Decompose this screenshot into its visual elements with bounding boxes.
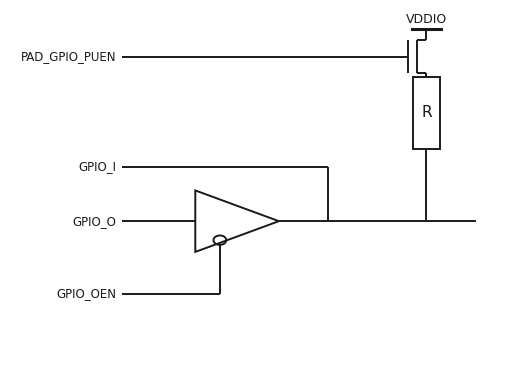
Text: PAD_GPIO_PUEN: PAD_GPIO_PUEN bbox=[21, 50, 117, 63]
Bar bbox=[413, 77, 440, 149]
Text: R: R bbox=[421, 105, 432, 120]
Text: GPIO_OEN: GPIO_OEN bbox=[57, 287, 117, 300]
Text: GPIO_I: GPIO_I bbox=[79, 161, 117, 174]
Text: VDDIO: VDDIO bbox=[406, 13, 447, 26]
Text: GPIO_O: GPIO_O bbox=[73, 215, 117, 228]
